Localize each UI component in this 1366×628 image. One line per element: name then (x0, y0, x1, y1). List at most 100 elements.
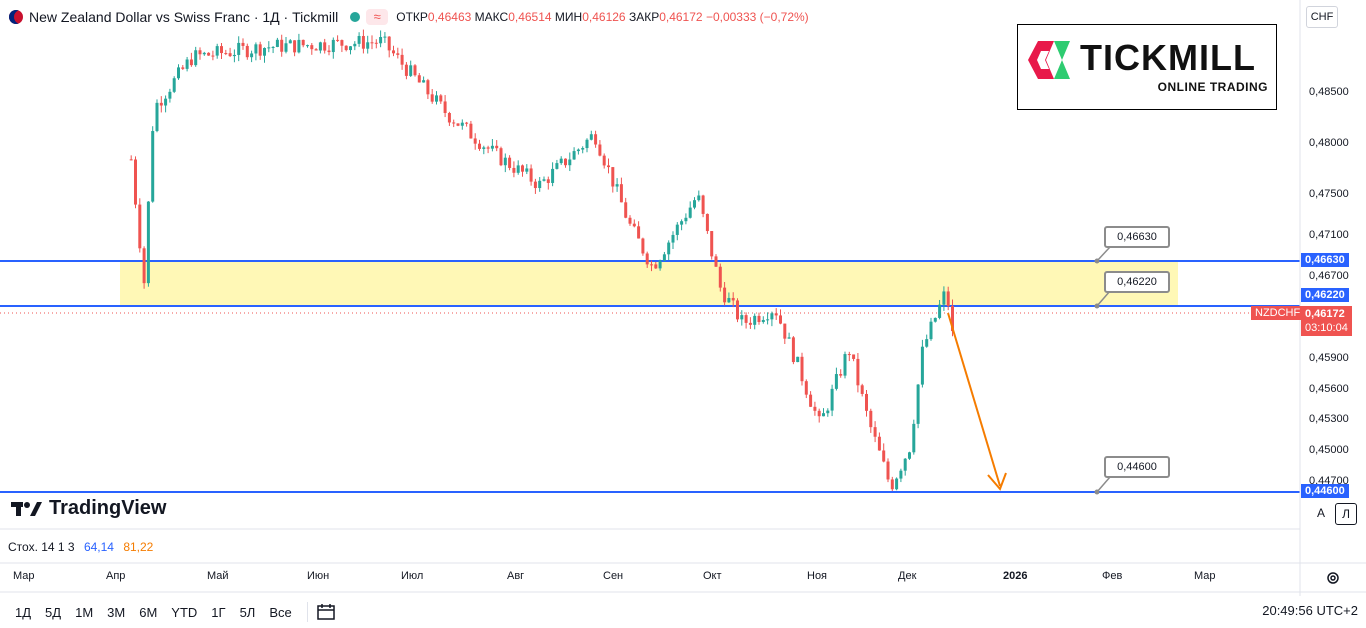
candle-down (847, 354, 851, 356)
candle-down (731, 297, 735, 301)
candle-down (533, 181, 537, 189)
callout-target[interactable]: 0,44600 (1104, 456, 1170, 478)
market-open-icon (350, 12, 361, 22)
candle-down (800, 356, 804, 382)
candle-down (710, 231, 714, 257)
candle-down (443, 101, 447, 114)
candle-down (465, 122, 469, 124)
candle-up (843, 354, 847, 376)
candle-down (774, 313, 778, 316)
tf-1d[interactable]: 1Д (15, 604, 32, 620)
candle-up (925, 339, 929, 347)
candle-down (413, 65, 417, 76)
tf-1m[interactable]: 1М (75, 604, 94, 620)
candle-up (185, 59, 189, 69)
candle-up (250, 53, 254, 58)
candle-down (224, 53, 228, 55)
candle-up (903, 458, 907, 471)
candle-down (521, 165, 524, 172)
candle-up (585, 139, 589, 149)
candle-down (641, 238, 645, 254)
candle-down (387, 36, 391, 51)
candle-down (228, 53, 232, 57)
tf-all[interactable]: Все (269, 604, 292, 620)
candle-up (297, 39, 301, 53)
candle-up (164, 98, 168, 106)
candle-up (822, 413, 825, 417)
open-value: 0,46463 (427, 10, 472, 24)
time-tick-label: Апр (106, 570, 126, 582)
candle-up (503, 157, 507, 166)
candle-down (598, 144, 602, 156)
candle-down (637, 226, 641, 239)
candle-up (267, 47, 271, 49)
candle-down (392, 50, 395, 54)
candle-up (490, 145, 494, 149)
tradingview-logo[interactable]: TradingView (11, 497, 166, 520)
candles (129, 29, 954, 492)
candle-down (718, 266, 722, 288)
settings-icon[interactable] (1325, 570, 1341, 586)
candle-up (435, 95, 438, 102)
tf-5d[interactable]: 5Д (45, 604, 62, 620)
candle-down (486, 147, 490, 149)
candle-up (766, 319, 770, 321)
tf-5y[interactable]: 5Л (239, 604, 256, 620)
candle-down (181, 67, 185, 69)
ohlc-readout: ОТКР0,46463 МАКС0,46514 МИН0,46126 ЗАКР0… (396, 10, 808, 24)
candle-up (318, 42, 322, 51)
brand-name: TICKMILL (1080, 37, 1256, 78)
auto-scale-button[interactable]: A (1316, 506, 1325, 520)
candle-up (516, 165, 520, 173)
candle-up (422, 80, 426, 83)
candle-down (207, 52, 211, 56)
candle-up (288, 40, 292, 44)
upper-level-tag: 0,46630 (1301, 253, 1349, 267)
candle-down (877, 436, 881, 451)
candle-down (340, 40, 344, 46)
log-scale-button[interactable]: Л (1335, 503, 1357, 525)
candle-down (361, 36, 365, 49)
time-tick-label: Ноя (807, 570, 828, 582)
arrow-head-icon (987, 472, 1007, 491)
price-tick-label: 0,47100 (1309, 229, 1349, 242)
candle-up (895, 478, 899, 490)
currency-button[interactable]: CHF (1306, 6, 1338, 28)
candle-down (839, 374, 843, 376)
calendar-range-icon[interactable] (316, 603, 336, 621)
candle-down (813, 406, 817, 411)
callout-upper[interactable]: 0,46630 (1104, 226, 1170, 248)
wave-icon[interactable]: ≈ (366, 9, 389, 25)
candle-up (675, 224, 679, 235)
candle-down (456, 123, 460, 126)
clock[interactable]: 20:49:56 UTC+2 (1262, 603, 1358, 618)
tf-1y[interactable]: 1Г (211, 604, 226, 620)
projection-arrow[interactable] (947, 312, 1001, 487)
callout-zone[interactable]: 0,46220 (1104, 271, 1170, 293)
candle-down (701, 195, 705, 214)
candle-down (723, 287, 727, 303)
candle-up (826, 410, 830, 414)
candle-up (482, 147, 486, 149)
candle-up (576, 149, 580, 152)
candle-up (899, 470, 903, 479)
time-tick-label: Фев (1102, 570, 1123, 582)
candle-down (650, 264, 653, 266)
candle-down (426, 80, 430, 95)
tf-6m[interactable]: 6М (139, 604, 158, 620)
candle-down (619, 184, 623, 203)
candle-up (568, 159, 572, 166)
symbol-title[interactable]: New Zealand Dollar vs Swiss Franc · 1Д ·… (29, 9, 339, 25)
high-value: 0,46514 (508, 10, 552, 24)
candle-down (211, 55, 215, 57)
tf-ytd[interactable]: YTD (171, 604, 198, 620)
candle-down (791, 337, 795, 363)
stochastic-legend[interactable]: Стох. 14 1 3 64,14 81,22 (8, 540, 153, 554)
candle-up (202, 52, 206, 55)
candle-up (366, 42, 370, 49)
time-tick-label: Окт (703, 570, 722, 582)
candle-up (770, 313, 774, 320)
tf-3m[interactable]: 3М (107, 604, 126, 620)
candle-up (680, 221, 684, 225)
